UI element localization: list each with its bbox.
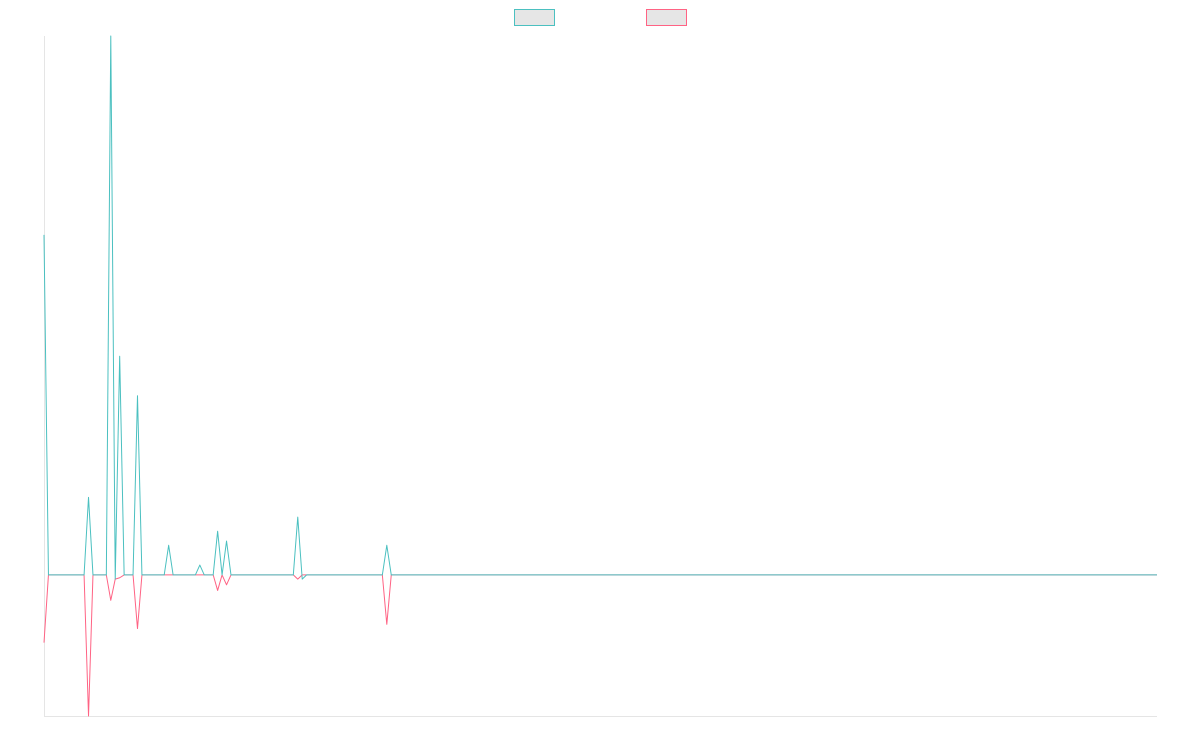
legend-swatch: [646, 9, 687, 26]
line-series: [43, 35, 1157, 580]
line-series: [43, 574, 1157, 717]
legend-swatch: [514, 9, 555, 26]
